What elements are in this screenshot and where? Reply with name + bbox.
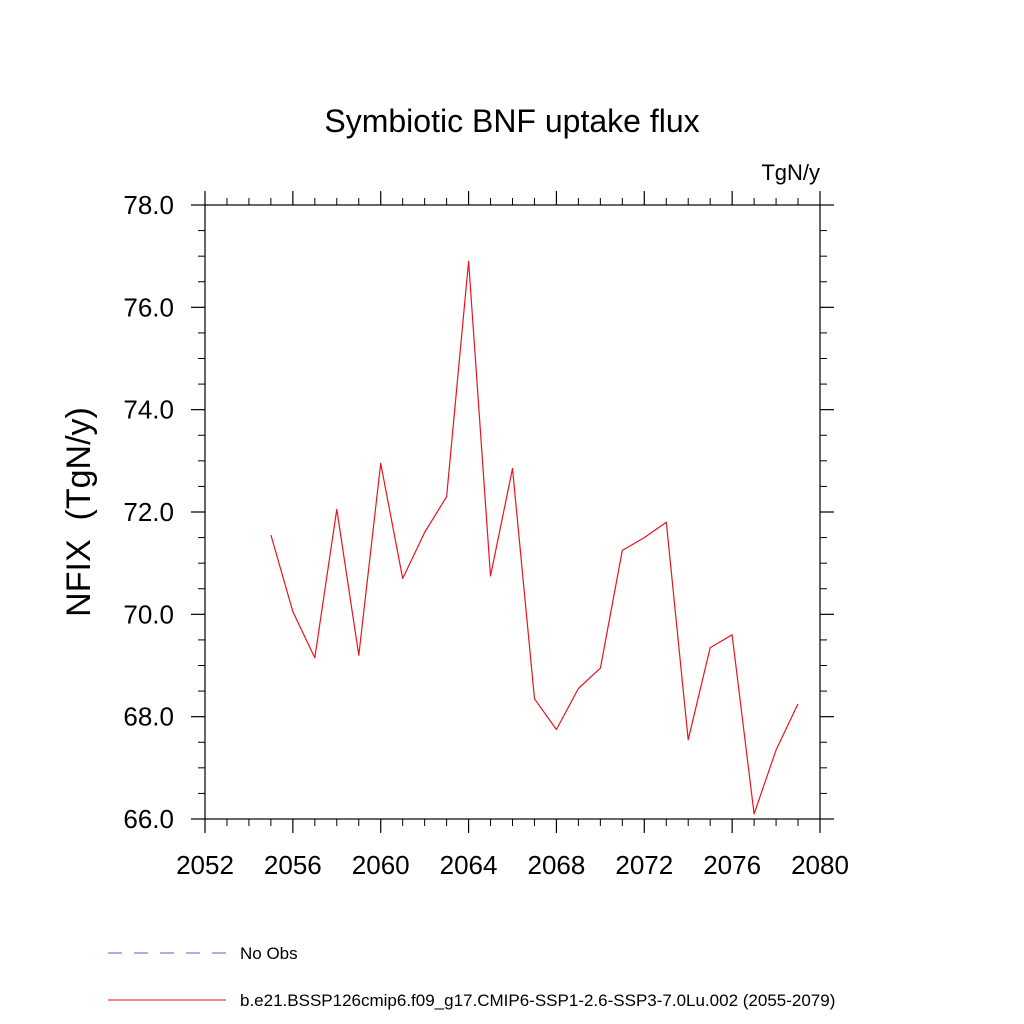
x-tick-label: 2060 xyxy=(352,850,410,880)
x-tick-label: 2052 xyxy=(176,850,234,880)
y-tick-label: 70.0 xyxy=(123,599,174,629)
x-tick-label: 2076 xyxy=(703,850,761,880)
y-tick-label: 72.0 xyxy=(123,497,174,527)
legend-label-2: b.e21.BSSP126cmip6.f09_g17.CMIP6-SSP1-2.… xyxy=(240,991,835,1010)
series-line-nfix xyxy=(270,260,799,815)
series-layer xyxy=(270,260,799,815)
x-tick-label: 2080 xyxy=(791,850,849,880)
x-tick-label: 2064 xyxy=(440,850,498,880)
y-tick-label: 78.0 xyxy=(123,190,174,220)
x-tick-label: 2072 xyxy=(615,850,673,880)
x-tick-label: 2068 xyxy=(528,850,586,880)
units-label: TgN/y xyxy=(761,160,820,185)
plot-axes: 2052 2056 2060 2064 2068 2072 2076 2080 66.0 68.0… xyxy=(123,190,849,880)
chart-title: Symbiotic BNF uptake flux xyxy=(324,103,699,139)
legend-label-1: No Obs xyxy=(240,944,298,963)
y-tick-label: 68.0 xyxy=(123,702,174,732)
y-tick-label: 76.0 xyxy=(123,292,174,322)
y-tick-label: 66.0 xyxy=(123,804,174,834)
legend: No Obs b.e21.BSSP126cmip6.f09_g17.CMIP6-S… xyxy=(108,944,835,1010)
y-axis-label: NFIX (TgN/y) xyxy=(60,407,98,617)
y-tick-label: 74.0 xyxy=(123,395,174,425)
x-tick-label: 2056 xyxy=(264,850,322,880)
plot-frame xyxy=(204,204,821,820)
